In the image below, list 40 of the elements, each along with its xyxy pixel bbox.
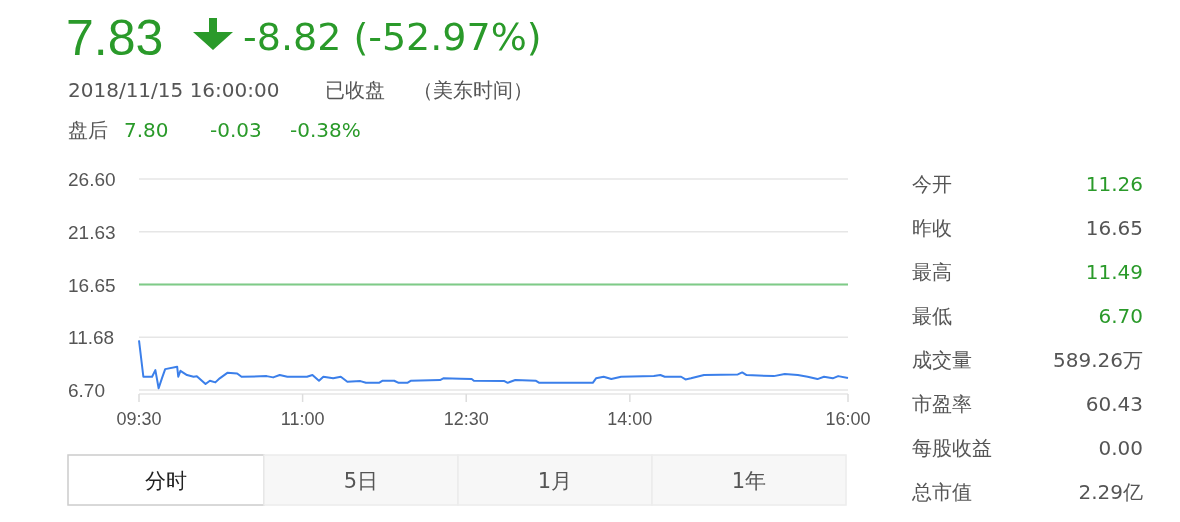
chart-title: 7.83 (66, 10, 164, 66)
text: 0.00 (1098, 436, 1143, 460)
x-tick-label: 09:30 (116, 409, 162, 429)
text: 7.80 (124, 118, 169, 142)
text: -8.82 (-52.97%) (243, 15, 542, 59)
x-tick-label: 16:00 (825, 409, 871, 429)
text: 昨收 (912, 216, 952, 240)
text: 分时 (145, 469, 187, 493)
y-tick-label: 6.70 (68, 380, 105, 401)
text: 2018/11/15 16:00:00 (68, 78, 280, 102)
text: 市盈率 (912, 392, 972, 416)
text: 6.70 (1098, 304, 1143, 328)
text: 60.43 (1085, 392, 1143, 416)
text: 1年 (731, 469, 767, 493)
text: 今开 (912, 172, 952, 196)
text: 已收盘 (325, 78, 385, 102)
y-tick-label: 16.65 (68, 274, 116, 296)
text: 11.26 (1085, 172, 1143, 196)
text: 16.65 (1085, 216, 1143, 240)
x-tick-label: 11:00 (280, 409, 325, 429)
text: 总市值 (911, 480, 972, 504)
text: 5日 (343, 469, 379, 493)
text: 11.49 (1085, 260, 1143, 284)
text: 2.29亿 (1078, 480, 1143, 504)
text: -0.38% (290, 118, 361, 142)
text: 589.26万 (1053, 348, 1143, 372)
x-tick-label: 14:00 (607, 409, 653, 429)
y-tick-label: 21.63 (68, 221, 116, 243)
text: 每股收益 (912, 436, 992, 460)
y-tick-label: 26.60 (68, 169, 116, 190)
text: 成交量 (912, 348, 972, 372)
x-tick-label: 12:30 (443, 409, 489, 429)
text: 最低 (912, 304, 952, 328)
line-series (138, 339, 849, 390)
text: -0.03 (210, 118, 262, 142)
text: 最高 (912, 260, 952, 284)
text: （美东时间） (413, 78, 533, 102)
y-tick-label: 11.68 (68, 327, 115, 349)
text: 1月 (537, 469, 573, 493)
text: 盘后 (68, 118, 108, 142)
